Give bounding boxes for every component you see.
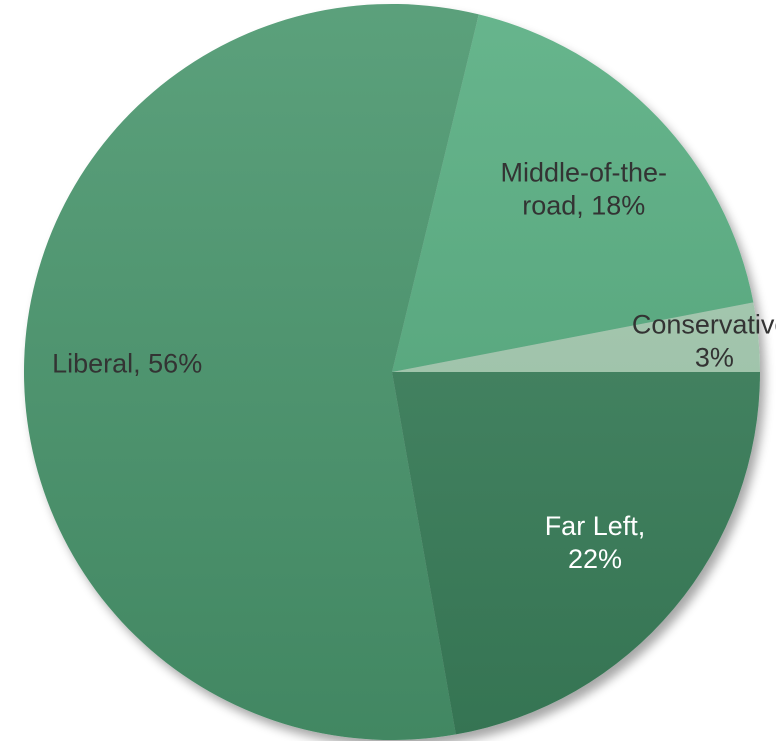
slice-label-line: Far Left,	[545, 511, 646, 541]
slice-label-line: Conservative,	[632, 310, 776, 340]
pie-labels: Conservative,3% Middle-of-the-road, 18% Li…	[52, 158, 776, 574]
slice-label-line: Liberal, 56%	[52, 349, 202, 379]
slice-label-line: 22%	[568, 544, 622, 574]
slice-label-liberal: Liberal, 56%	[52, 349, 202, 379]
slice-label-conservative: Conservative,3%	[632, 310, 776, 373]
slice-label-line: 3%	[695, 343, 734, 373]
slice-label-line: Middle-of-the-	[500, 158, 667, 188]
slice-label-middle-of-the-road: Middle-of-the-road, 18%	[500, 158, 667, 221]
slice-label-far-left: Far Left, 22%	[545, 511, 646, 574]
slice-label-line: road, 18%	[522, 191, 645, 221]
